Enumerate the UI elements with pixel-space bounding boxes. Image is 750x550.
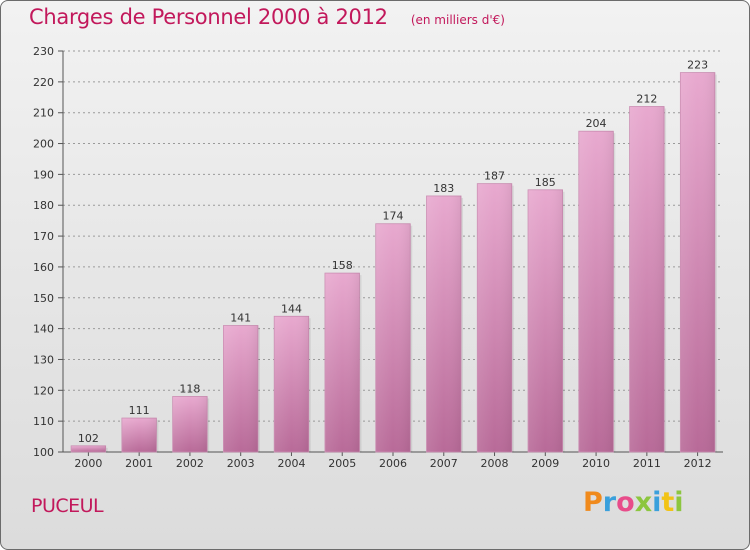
value-label: 204 <box>586 117 607 130</box>
x-tick-label: 2007 <box>430 457 458 470</box>
bar-shine <box>528 189 563 453</box>
logo-letter: t <box>661 487 675 518</box>
logo-letter: P <box>583 487 603 518</box>
chart-unit-note: (en milliers d'€) <box>410 13 505 27</box>
y-tick-label: 110 <box>33 415 54 428</box>
value-labels: 102 111 118 141 144 158 174 183 187 185 204 212 223 <box>78 59 708 445</box>
y-tick-label: 190 <box>33 168 54 181</box>
x-tick-label: 2011 <box>633 457 661 470</box>
x-tick-label: 2001 <box>125 457 153 470</box>
x-tick-label: 2002 <box>176 457 204 470</box>
bar-shine <box>426 195 462 452</box>
y-tick-label: 200 <box>33 138 54 151</box>
x-tick-label: 2012 <box>684 457 712 470</box>
y-tick-label: 180 <box>33 199 54 212</box>
y-tick-label: 210 <box>33 107 54 120</box>
y-tick-label: 120 <box>33 384 54 397</box>
x-tick-label: 2010 <box>582 457 610 470</box>
x-tick-label: 2004 <box>277 457 305 470</box>
value-label: 174 <box>383 210 404 223</box>
y-tick-label: 220 <box>33 76 54 89</box>
bar-shine <box>578 131 614 452</box>
logo-letter: i <box>674 487 684 518</box>
x-tick-label: 2008 <box>481 457 509 470</box>
town-name: PUCEUL <box>31 495 104 517</box>
y-tick-label: 170 <box>33 230 54 243</box>
value-label: 185 <box>535 176 556 189</box>
bar-shine <box>629 106 665 453</box>
x-tick-label: 2005 <box>328 457 356 470</box>
value-label: 223 <box>687 59 708 72</box>
bar-shine <box>477 183 512 452</box>
value-label: 187 <box>484 170 505 183</box>
bar-shine <box>375 223 411 452</box>
value-label: 141 <box>230 312 251 325</box>
y-tick-label: 230 <box>33 45 54 58</box>
y-tick-label: 160 <box>33 261 54 274</box>
x-tick-label: 2006 <box>379 457 407 470</box>
value-label: 158 <box>332 259 353 272</box>
x-tick-label: 2009 <box>531 457 559 470</box>
bar-shine <box>324 273 360 452</box>
bars <box>70 72 717 453</box>
value-label: 144 <box>281 302 302 315</box>
logo-letter: i <box>652 487 662 518</box>
logo-letter: o <box>616 487 635 518</box>
logo-letter: x <box>634 487 653 518</box>
chart-title: Charges de Personnel 2000 à 2012 (en mil… <box>29 5 505 29</box>
logo-letter: r <box>602 487 617 518</box>
chart-title-text: Charges de Personnel 2000 à 2012 <box>29 5 388 29</box>
value-label: 118 <box>179 382 200 395</box>
y-tick-label: 130 <box>33 353 54 366</box>
y-tick-label: 140 <box>33 323 54 336</box>
bar-shine <box>121 418 157 452</box>
y-tick-label: 100 <box>33 446 54 459</box>
x-tick-label: 2000 <box>74 457 102 470</box>
proxiti-logo[interactable]: Proxiti <box>583 487 684 518</box>
bar-shine <box>223 325 258 452</box>
bar-shine <box>680 72 715 452</box>
value-label: 183 <box>433 182 454 195</box>
x-tick-label: 2003 <box>227 457 255 470</box>
bar-shine <box>71 445 106 452</box>
value-label: 102 <box>78 432 99 445</box>
bar-shine <box>172 396 208 452</box>
bar-shine <box>274 316 309 452</box>
value-label: 212 <box>636 93 657 106</box>
y-tick-label: 150 <box>33 292 54 305</box>
value-label: 111 <box>129 404 150 417</box>
